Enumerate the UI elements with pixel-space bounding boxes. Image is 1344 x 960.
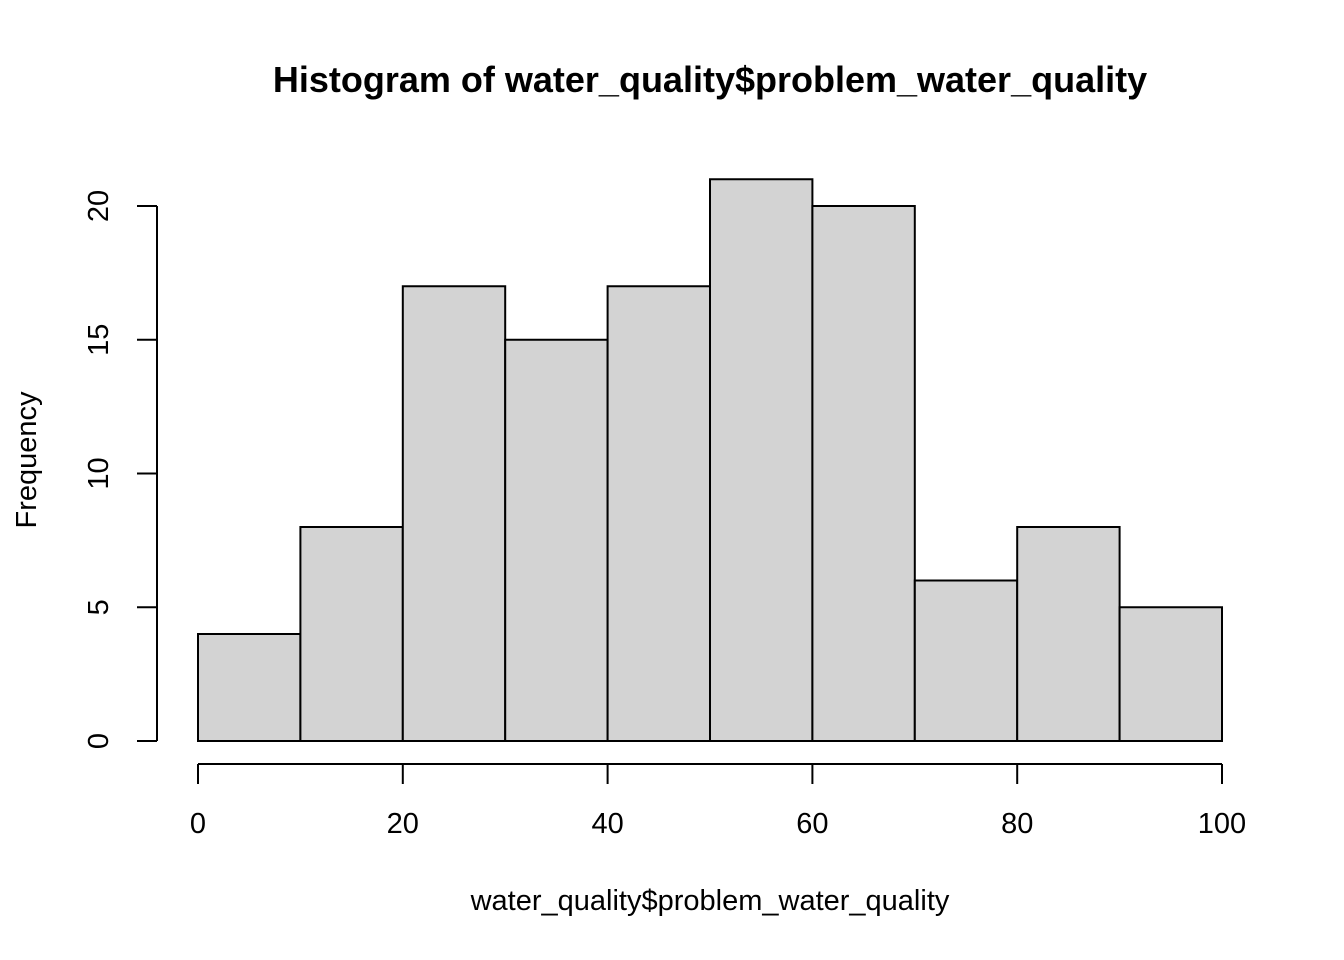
x-axis: 0 20 40 60 80 100 bbox=[190, 763, 1246, 840]
histogram-bar-5 bbox=[709, 178, 814, 742]
histogram-bar-4 bbox=[606, 285, 711, 742]
y-tick-label-1: 5 bbox=[83, 599, 115, 615]
x-tick-label-3: 60 bbox=[796, 808, 828, 840]
y-tick-label-2: 10 bbox=[83, 457, 115, 489]
histogram-bar-1 bbox=[299, 526, 404, 742]
bars-group bbox=[197, 178, 1223, 742]
histogram-bar-0 bbox=[197, 633, 302, 742]
x-tick-label-1: 20 bbox=[387, 808, 419, 840]
y-axis: 0 5 10 15 20 bbox=[83, 190, 158, 749]
x-tick-label-4: 80 bbox=[1001, 808, 1033, 840]
chart-title: Histogram of water_quality$problem_water… bbox=[273, 59, 1147, 100]
x-tick-label-2: 40 bbox=[591, 808, 623, 840]
histogram-bar-6 bbox=[811, 205, 916, 742]
histogram-bar-3 bbox=[504, 338, 609, 742]
x-tick-label-0: 0 bbox=[190, 808, 206, 840]
y-tick-label-3: 15 bbox=[83, 324, 115, 356]
x-axis-label: water_quality$problem_water_quality bbox=[470, 885, 950, 917]
histogram-bar-7 bbox=[913, 579, 1019, 742]
y-axis-label: Frequency bbox=[11, 391, 43, 529]
x-tick-label-5: 100 bbox=[1198, 808, 1246, 840]
histogram-bar-2 bbox=[401, 285, 507, 742]
histogram-bar-8 bbox=[1016, 526, 1121, 742]
y-tick-label-0: 0 bbox=[83, 733, 115, 749]
y-tick-label-4: 20 bbox=[83, 190, 115, 222]
histogram-bar-9 bbox=[1118, 606, 1223, 742]
